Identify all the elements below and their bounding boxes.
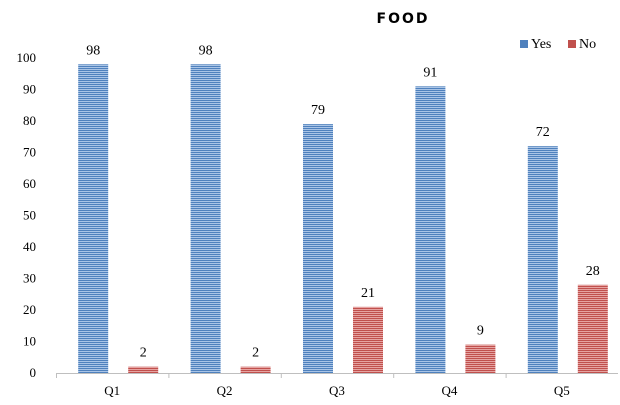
x-tick-label: Q3 xyxy=(329,383,345,398)
data-label: 72 xyxy=(536,125,550,140)
data-label: 79 xyxy=(311,103,325,118)
data-label: 98 xyxy=(86,43,100,58)
y-tick-label: 70 xyxy=(23,145,36,160)
bar-no-q4 xyxy=(465,344,496,373)
legend-label-yes: Yes xyxy=(531,37,551,52)
bar-yes-q5 xyxy=(527,146,558,373)
y-tick-label: 90 xyxy=(23,82,36,97)
bar-no-q3 xyxy=(353,306,383,373)
data-label: 98 xyxy=(199,43,213,58)
bar-yes-q3 xyxy=(303,124,333,374)
data-label: 28 xyxy=(586,264,600,279)
chart-title: FOOD xyxy=(377,11,430,27)
x-tick-label: Q1 xyxy=(104,383,120,398)
y-tick-label: 40 xyxy=(23,239,36,254)
y-tick-label: 50 xyxy=(23,208,36,223)
y-tick-label: 100 xyxy=(17,50,37,65)
y-tick-label: 30 xyxy=(23,271,36,286)
bar-yes-q1 xyxy=(78,64,109,374)
data-label: 9 xyxy=(477,324,484,339)
y-tick-label: 20 xyxy=(23,302,36,317)
x-axis: Q1 Q2 Q3 Q4 Q5 xyxy=(56,373,618,398)
legend-label-no: No xyxy=(579,37,596,52)
bars: 98 98 79 91 72 2 2 21 9 28 xyxy=(78,43,608,374)
x-tick-label: Q5 xyxy=(554,383,570,398)
y-tick-label: 0 xyxy=(30,365,37,380)
data-label: 91 xyxy=(423,65,437,80)
legend-swatch-no xyxy=(568,40,576,48)
y-axis: 0 10 20 30 40 50 60 70 80 90 100 xyxy=(17,50,37,380)
data-label: 21 xyxy=(361,286,375,301)
bar-yes-q2 xyxy=(190,64,221,374)
bar-yes-q4 xyxy=(415,86,446,373)
x-tick-label: Q2 xyxy=(217,383,233,398)
legend-swatch-yes xyxy=(520,40,528,48)
bar-no-q2 xyxy=(240,366,271,373)
bar-no-q1 xyxy=(128,366,159,373)
bar-no-q5 xyxy=(577,284,608,373)
y-tick-label: 60 xyxy=(23,176,36,191)
legend: Yes No xyxy=(520,37,596,52)
data-label: 2 xyxy=(140,346,147,361)
y-tick-label: 80 xyxy=(23,113,36,128)
x-tick-label: Q4 xyxy=(441,383,457,398)
y-tick-label: 10 xyxy=(23,334,36,349)
data-label: 2 xyxy=(252,346,259,361)
